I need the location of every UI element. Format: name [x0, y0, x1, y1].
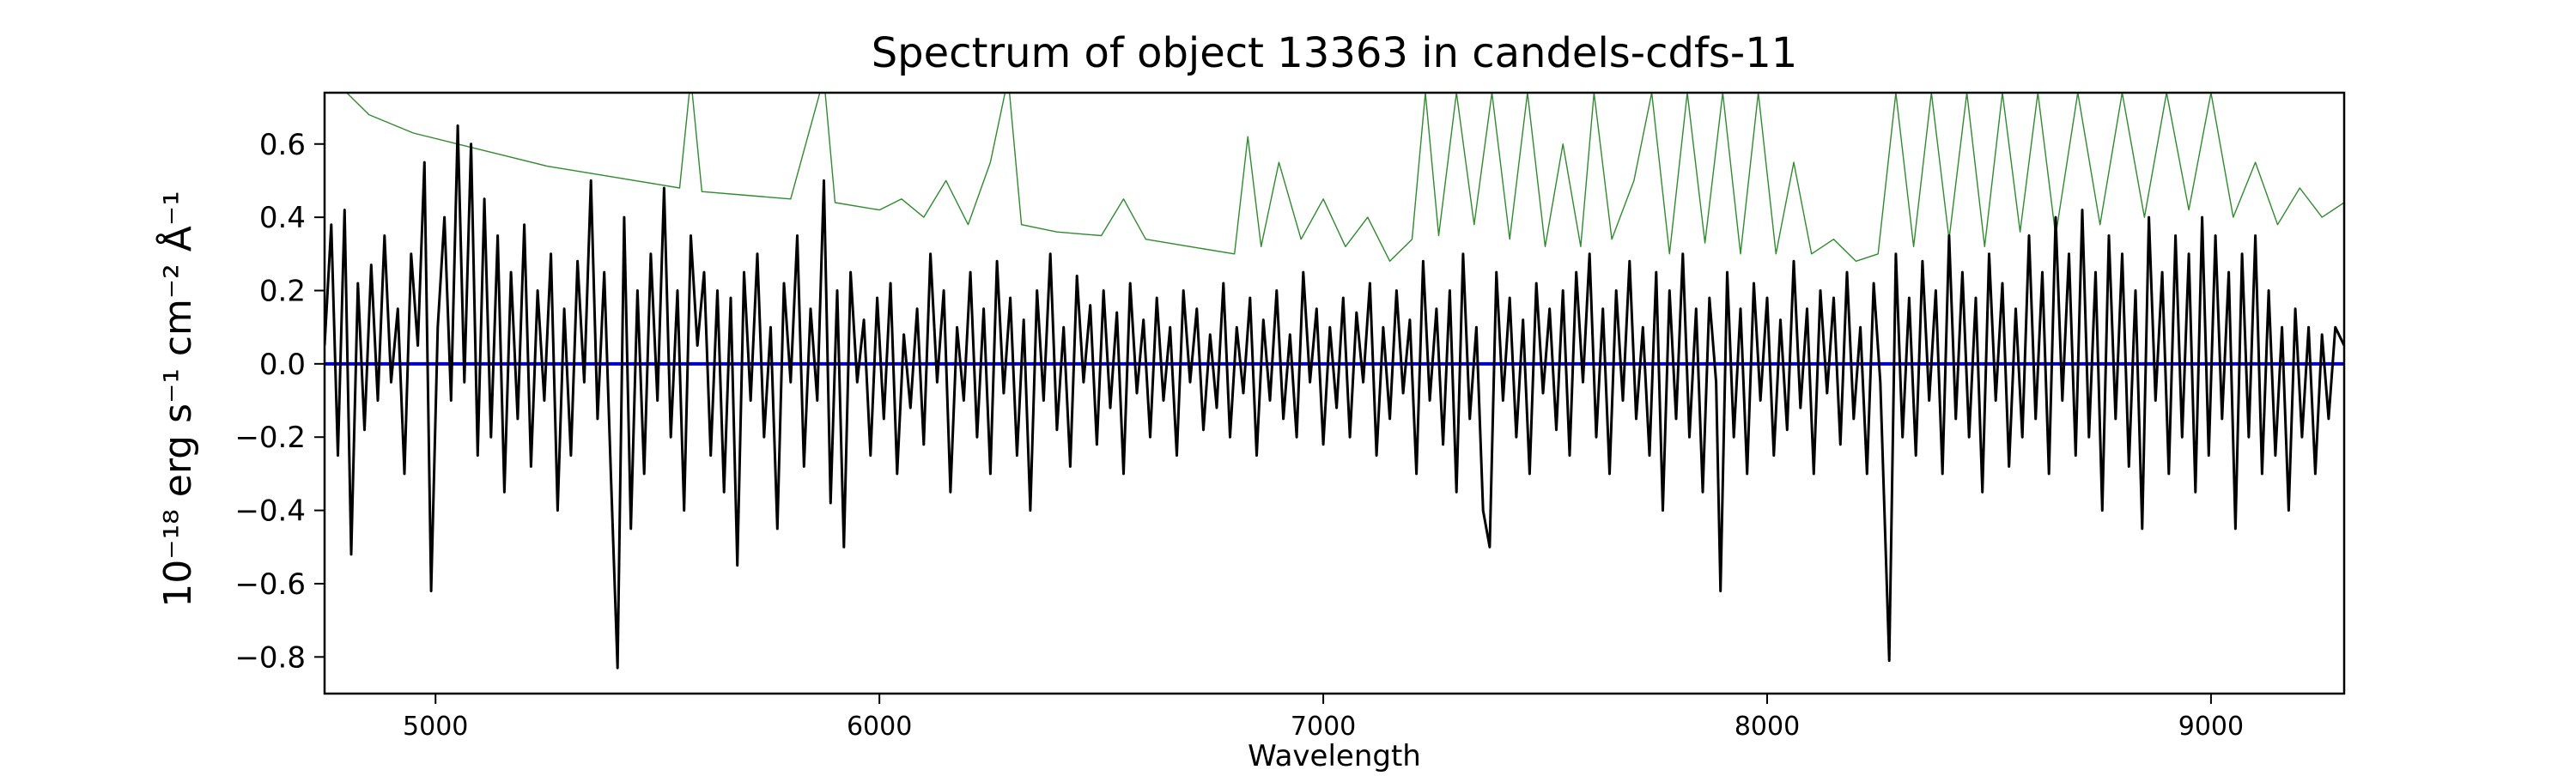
y-tick-label: −0.8: [234, 640, 306, 675]
y-tick-label: −0.6: [234, 567, 306, 602]
y-tick-label: 0.6: [259, 128, 306, 162]
y-tick-label: 0.2: [259, 274, 306, 308]
y-tick-label: 0.4: [259, 201, 306, 235]
flux-series-line: [325, 124, 2344, 670]
chart-title: Spectrum of object 13363 in candels-cdfs…: [872, 29, 1798, 77]
y-axis-label: 10⁻¹⁸ erg s⁻¹ cm⁻² Å⁻¹: [155, 191, 200, 607]
x-tick-label: 7000: [1291, 712, 1356, 742]
x-tick-label: 9000: [2178, 712, 2244, 742]
plot-frame: [323, 91, 2346, 695]
y-tick-label: 0.0: [259, 348, 306, 382]
y-tick-label: −0.2: [234, 421, 306, 455]
y-tick-label: −0.4: [234, 494, 306, 529]
x-axis-label: Wavelength: [1248, 739, 1421, 773]
plot-area: 5000 6000 7000 8000 9000 0.6 0.4 0.2 0.0 −0.2 −0.…: [234, 91, 2346, 742]
x-tick-label: 8000: [1735, 712, 1800, 742]
x-tick-label: 5000: [403, 712, 468, 742]
x-tick-label: 6000: [847, 712, 912, 742]
error-series-line: [346, 93, 2344, 262]
